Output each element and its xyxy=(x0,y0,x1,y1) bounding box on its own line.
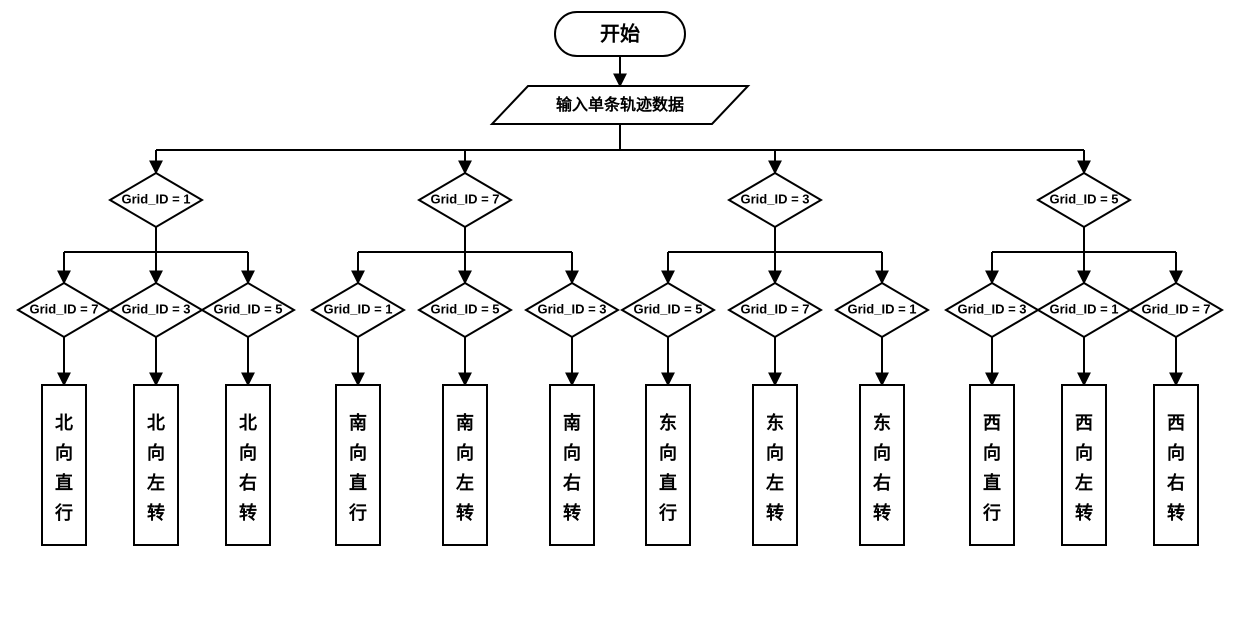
leaf-label-1-2-0: 南 xyxy=(563,412,581,433)
decision-l2-label-2-2: Grid_ID = 1 xyxy=(848,301,917,316)
leaf-label-2-0-2: 直 xyxy=(659,472,677,493)
leaf-label-1-2-3: 转 xyxy=(563,502,581,523)
leaf-label-1-0-1: 向 xyxy=(349,442,367,463)
leaf-label-3-2-3: 转 xyxy=(1167,502,1185,523)
leaf-label-2-1-3: 转 xyxy=(766,502,784,523)
leaf-label-2-0-3: 行 xyxy=(658,502,677,523)
leaf-label-0-0-1: 向 xyxy=(55,442,73,463)
leaf-label-3-1-2: 左 xyxy=(1075,472,1093,493)
leaf-label-2-1-2: 左 xyxy=(766,472,784,493)
leaf-label-1-1-3: 转 xyxy=(456,502,474,523)
leaf-label-3-2-1: 向 xyxy=(1167,442,1185,463)
leaf-label-3-1-1: 向 xyxy=(1075,442,1093,463)
leaf-label-2-1-0: 东 xyxy=(766,412,784,433)
decision-l1-label-0: Grid_ID = 1 xyxy=(122,191,191,206)
leaf-label-3-0-1: 向 xyxy=(983,442,1001,463)
leaf-label-0-1-2: 左 xyxy=(147,472,165,493)
decision-l2-label-0-0: Grid_ID = 7 xyxy=(30,301,99,316)
leaf-label-1-1-2: 左 xyxy=(456,472,474,493)
leaf-label-1-2-2: 右 xyxy=(563,472,581,493)
leaf-label-0-0-2: 直 xyxy=(55,472,73,493)
decision-l2-label-1-2: Grid_ID = 3 xyxy=(538,301,607,316)
leaf-label-3-1-0: 西 xyxy=(1075,413,1093,433)
leaf-label-1-1-1: 向 xyxy=(456,442,474,463)
leaf-label-1-2-1: 向 xyxy=(563,442,581,463)
leaf-label-2-2-1: 向 xyxy=(873,442,891,463)
leaf-label-0-2-2: 右 xyxy=(239,472,257,493)
leaf-label-3-0-3: 行 xyxy=(982,502,1001,523)
leaf-label-0-0-0: 北 xyxy=(55,413,73,433)
decision-l2-label-1-0: Grid_ID = 1 xyxy=(324,301,393,316)
leaf-label-1-0-2: 直 xyxy=(349,472,367,493)
leaf-label-0-1-3: 转 xyxy=(147,502,165,523)
leaf-label-2-0-1: 向 xyxy=(659,442,677,463)
decision-l1-label-2: Grid_ID = 3 xyxy=(741,191,810,206)
leaf-label-1-0-0: 南 xyxy=(349,412,367,433)
leaf-label-1-0-3: 行 xyxy=(348,502,367,523)
input-label: 输入单条轨迹数据 xyxy=(556,95,684,114)
leaf-label-3-2-2: 右 xyxy=(1167,472,1185,493)
decision-l2-label-3-2: Grid_ID = 7 xyxy=(1142,301,1211,316)
leaf-label-3-0-2: 直 xyxy=(983,472,1001,493)
leaf-label-0-0-3: 行 xyxy=(54,502,73,523)
decision-l2-label-2-0: Grid_ID = 5 xyxy=(634,301,703,316)
leaf-label-0-2-3: 转 xyxy=(239,502,257,523)
leaf-label-3-0-0: 西 xyxy=(983,413,1001,433)
leaf-label-0-1-0: 北 xyxy=(147,413,165,433)
decision-l2-label-0-2: Grid_ID = 5 xyxy=(214,301,283,316)
decision-l1-label-3: Grid_ID = 5 xyxy=(1050,191,1119,206)
leaf-label-2-2-2: 右 xyxy=(873,472,891,493)
leaf-label-0-2-1: 向 xyxy=(239,442,257,463)
decision-l2-label-2-1: Grid_ID = 7 xyxy=(741,301,810,316)
decision-l2-label-3-0: Grid_ID = 3 xyxy=(958,301,1027,316)
decision-l2-label-1-1: Grid_ID = 5 xyxy=(431,301,500,316)
leaf-label-2-2-0: 东 xyxy=(873,412,891,433)
decision-l2-label-0-1: Grid_ID = 3 xyxy=(122,301,191,316)
leaf-label-2-2-3: 转 xyxy=(873,502,891,523)
leaf-label-0-1-1: 向 xyxy=(147,442,165,463)
leaf-label-0-2-0: 北 xyxy=(239,413,257,433)
decision-l1-label-1: Grid_ID = 7 xyxy=(431,191,500,206)
start-label: 开始 xyxy=(600,21,640,45)
leaf-label-1-1-0: 南 xyxy=(456,412,474,433)
decision-l2-label-3-1: Grid_ID = 1 xyxy=(1050,301,1119,316)
leaf-label-2-0-0: 东 xyxy=(659,412,677,433)
flowchart: 开始输入单条轨迹数据Grid_ID = 1Grid_ID = 7北向直行Grid… xyxy=(0,0,1240,628)
leaf-label-2-1-1: 向 xyxy=(766,442,784,463)
leaf-label-3-1-3: 转 xyxy=(1075,502,1093,523)
leaf-label-3-2-0: 西 xyxy=(1167,413,1185,433)
